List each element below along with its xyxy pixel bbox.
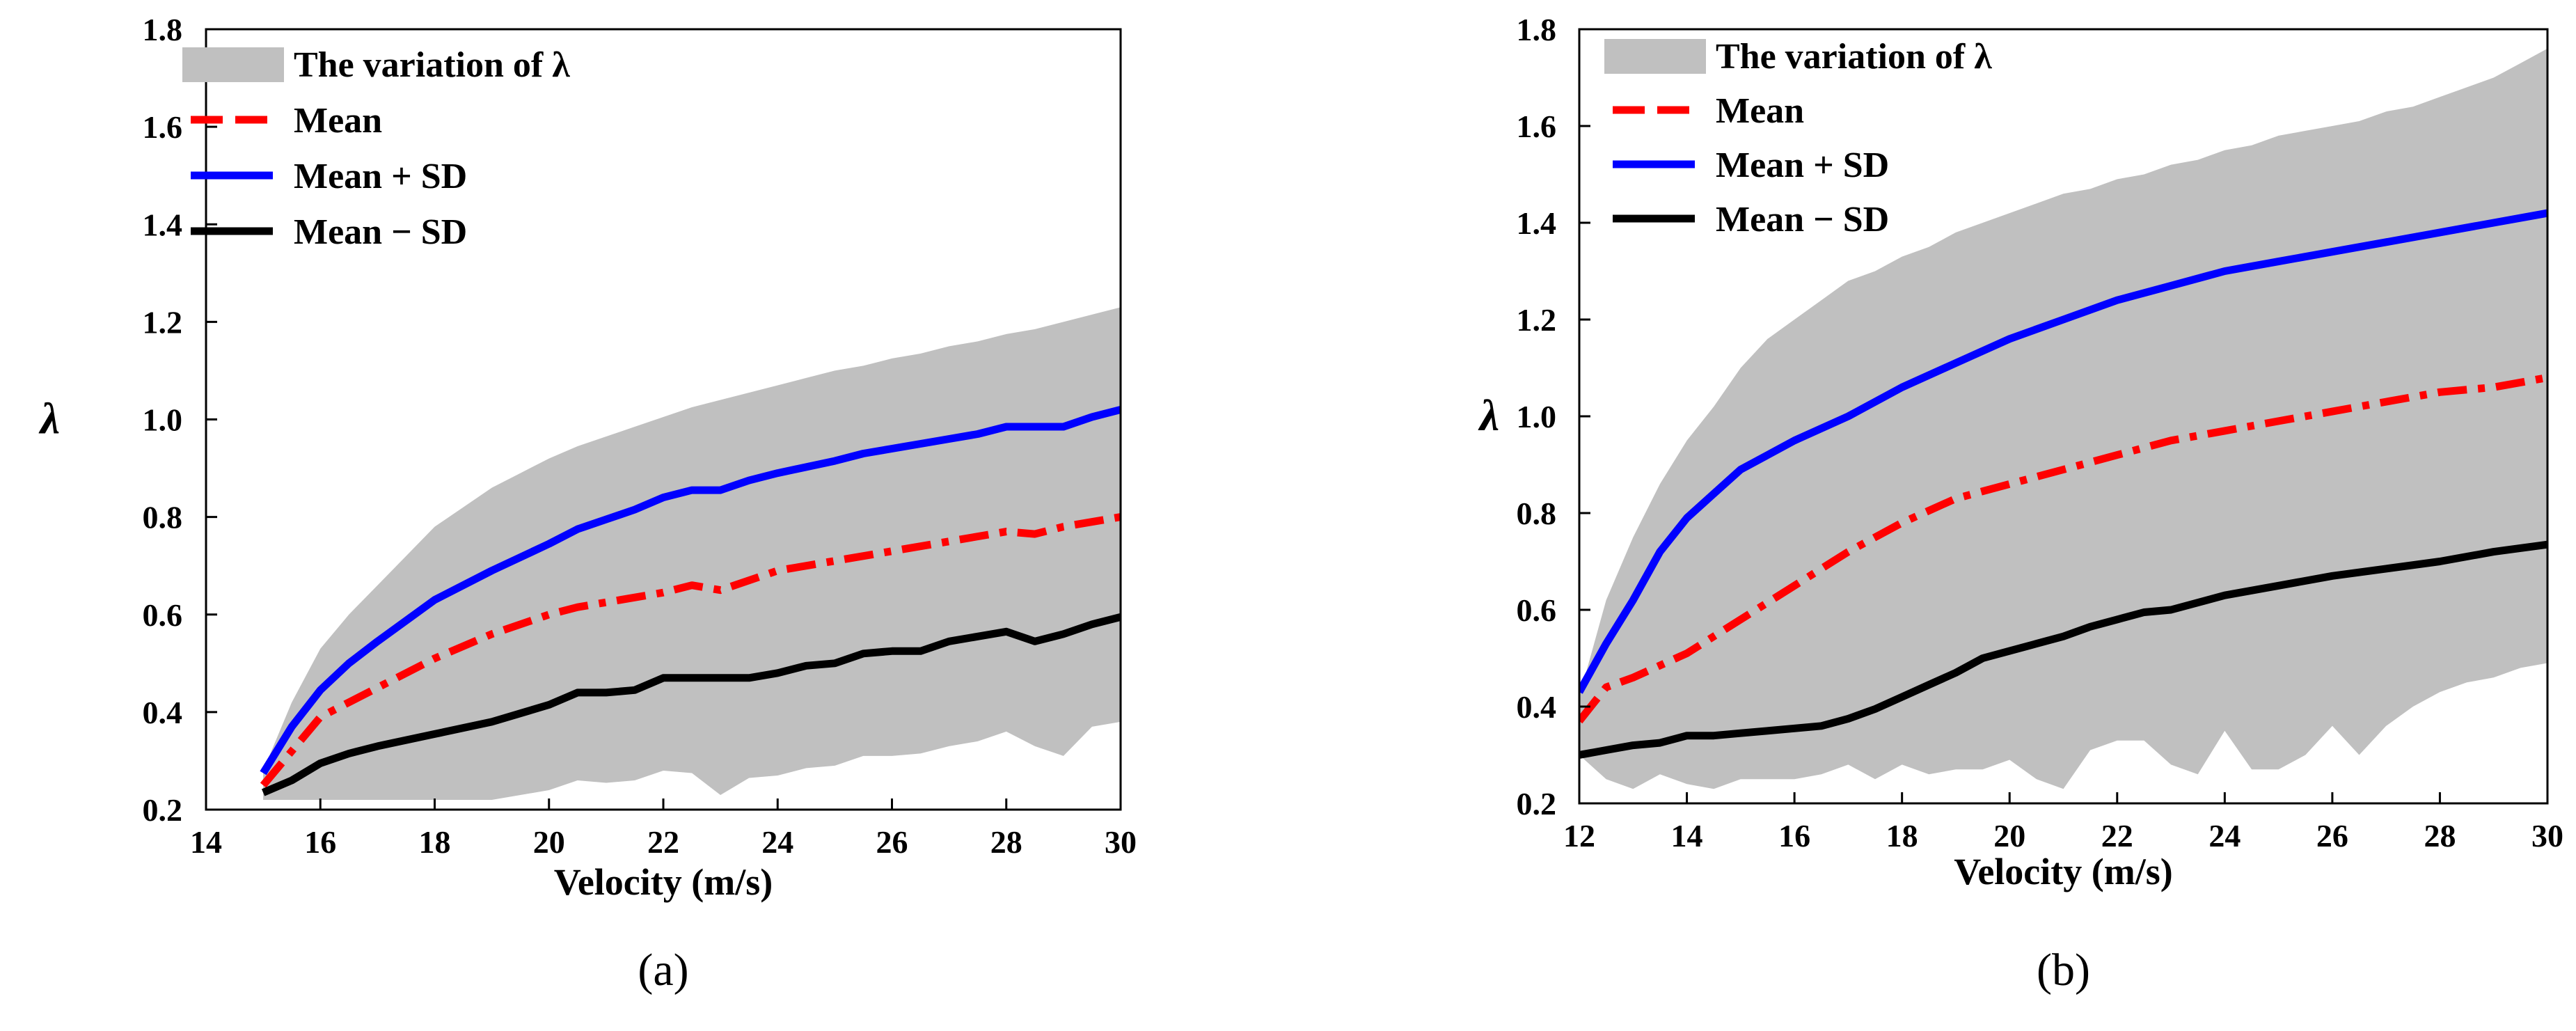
x-tick-label: 18 (419, 824, 451, 860)
plot-area (1579, 48, 2547, 789)
y-tick-label: 0.2 (143, 792, 183, 828)
x-tick-label: 26 (876, 824, 908, 860)
plot-area (260, 307, 1121, 800)
x-tick-label: 20 (1993, 818, 2025, 853)
legend-label-mean-minus-sd-line: Mean − SD (1716, 200, 1889, 239)
x-tick-label: 14 (1671, 818, 1703, 853)
legend-swatch-band (1604, 39, 1706, 74)
y-tick-label: 0.8 (1517, 496, 1557, 531)
variation-band (1579, 48, 2547, 789)
y-tick-label: 1.4 (1517, 205, 1557, 241)
panel-label: (b) (2037, 945, 2090, 995)
legend: The variation of λ Mean Mean + SD Mean − SD (1604, 37, 1992, 239)
x-tick-label: 24 (761, 824, 793, 860)
x-tick-label: 24 (2208, 818, 2241, 853)
legend-label-band: The variation of λ (1716, 37, 1992, 77)
mean-minus-sd-line (261, 613, 1121, 796)
x-axis-title: Velocity (m/s) (1954, 851, 2172, 892)
x-tick-label: 26 (2316, 818, 2348, 853)
chart-panel-b: 12 14 16 18 20 22 24 26 28 30 0.2 0.4 0.6 0.8 1.0 1.2 1.… (1478, 12, 2563, 995)
y-tick-label: 0.8 (143, 500, 183, 535)
mean-plus-sd-line (260, 406, 1121, 776)
panel-label: (a) (638, 945, 688, 995)
mean-plus-sd-line (1579, 209, 2547, 694)
y-tick-label: 1.2 (143, 304, 183, 340)
y-tick-label: 1.6 (1517, 109, 1557, 144)
y-tick-label: 1.8 (1517, 12, 1557, 47)
x-axis-title: Velocity (m/s) (554, 861, 773, 903)
legend: The variation of λ Mean Mean + SD Mean − SD (182, 45, 570, 252)
y-tick-label: 0.2 (1517, 786, 1557, 821)
y-tick-label: 0.6 (1517, 592, 1557, 628)
x-tick-label: 30 (2531, 818, 2563, 853)
legend-label-mean-line: Mean (294, 101, 382, 141)
chart-panel-a: 14 16 18 20 22 24 26 28 30 0.2 0.4 0.6 0.8 1.0 1.2 1.4 1… (38, 12, 1137, 995)
legend-label-band: The variation of λ (294, 45, 570, 85)
legend-label-mean-minus-sd-line: Mean − SD (294, 212, 467, 252)
x-tick-label: 18 (1886, 818, 1918, 853)
x-tick-label: 28 (990, 824, 1022, 860)
y-tick-label: 1.4 (143, 207, 183, 242)
y-tick-label: 0.4 (143, 695, 183, 730)
x-tick-label: 28 (2424, 818, 2456, 853)
y-tick-label: 0.6 (143, 597, 183, 633)
legend-label-mean-line: Mean (1716, 91, 1804, 131)
variation-band (263, 307, 1121, 800)
mean-line (1579, 373, 2547, 724)
x-tick-label: 12 (1563, 818, 1595, 853)
y-tick-label: 1.8 (143, 12, 183, 47)
y-tick-label: 1.0 (143, 402, 183, 438)
x-tick-label: 30 (1105, 824, 1137, 860)
y-axis-title: λ (38, 394, 60, 443)
mean-minus-sd-line (1579, 540, 2547, 759)
y-axis-title: λ (1478, 391, 1499, 440)
mean-line (260, 513, 1121, 788)
x-tick-label: 16 (304, 824, 336, 860)
legend-swatch-band (182, 47, 284, 82)
x-tick-label: 22 (647, 824, 679, 860)
legend-label-mean-plus-sd-line: Mean + SD (1716, 145, 1889, 185)
y-tick-label: 1.2 (1517, 302, 1557, 338)
y-tick-label: 1.0 (1517, 399, 1557, 434)
legend-label-mean-plus-sd-line: Mean + SD (294, 157, 467, 196)
y-tick-label: 1.6 (143, 109, 183, 145)
y-tick-label: 0.4 (1517, 689, 1557, 725)
x-tick-label: 20 (533, 824, 565, 860)
x-tick-label: 22 (2101, 818, 2133, 853)
x-tick-label: 14 (190, 824, 222, 860)
x-tick-label: 16 (1778, 818, 1810, 853)
